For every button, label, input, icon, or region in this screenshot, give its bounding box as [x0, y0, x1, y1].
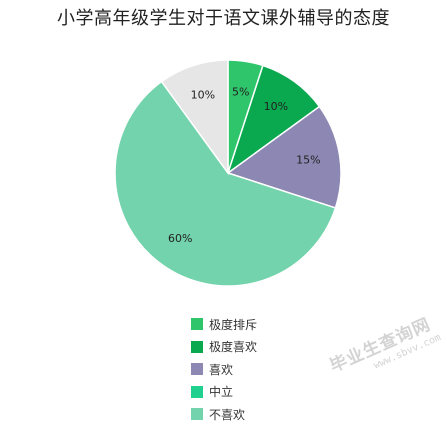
pie-slice-4 [160, 59, 229, 176]
pie-slice-label-3: 60% [168, 232, 192, 245]
pie-slices [114, 59, 342, 287]
legend-item: 极度排斥 [191, 313, 257, 336]
legend-label: 喜欢 [209, 362, 234, 377]
legend-label: 极度排斥 [209, 317, 258, 332]
legend-label: 中立 [209, 385, 234, 400]
pie-slice-label-2: 15% [296, 153, 320, 166]
legend-swatch [191, 318, 203, 331]
pie-slice-3 [114, 80, 337, 287]
legend-item: 中立 [191, 381, 257, 404]
legend-item: 喜欢 [191, 358, 257, 381]
pie-slice-2 [226, 105, 342, 209]
legend-swatch [191, 408, 203, 421]
pie-slice-1 [226, 64, 321, 175]
legend-swatch [191, 340, 203, 353]
legend-swatch [191, 385, 203, 398]
pie-labels: 5% 10% 15% 60% 10% [168, 86, 321, 245]
legend-swatch [191, 363, 203, 376]
legend-label: 极度喜欢 [209, 340, 258, 355]
chart-title: 小学高年级学生对于语文课外辅导的态度 [57, 8, 390, 29]
legend-item: 极度喜欢 [191, 336, 257, 359]
legend-item: 不喜欢 [191, 403, 257, 426]
legend-label: 不喜欢 [209, 407, 246, 422]
chart-legend: 极度排斥极度喜欢喜欢中立不喜欢 [191, 313, 257, 426]
pie-slice-label-1: 10% [264, 100, 288, 113]
pie-slice-label-4: 10% [191, 89, 215, 102]
pie-slice-label-0: 5% [232, 86, 249, 99]
